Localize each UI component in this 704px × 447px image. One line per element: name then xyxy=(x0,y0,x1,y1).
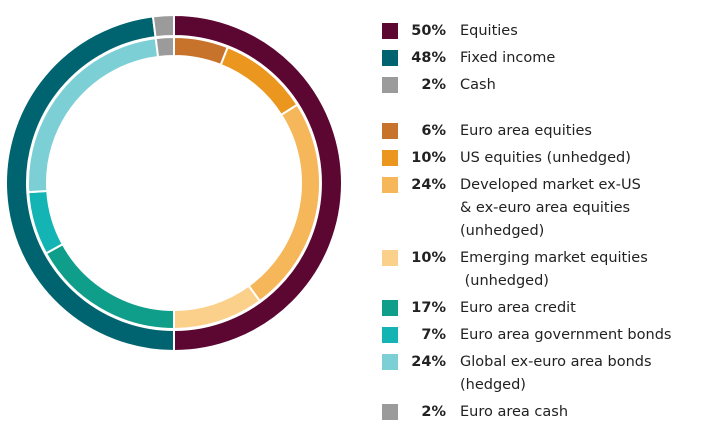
legend-swatch xyxy=(382,123,398,139)
legend-item: 48% Fixed income xyxy=(382,47,671,70)
legend-item: 24% Global ex-euro area bonds (hedged) xyxy=(382,351,671,397)
legend-value: 2% xyxy=(421,77,446,93)
legend-group: 50% Equities 48% Fixed income 2% Cash xyxy=(382,20,671,97)
legend-value: 10% xyxy=(411,250,446,266)
legend-label: Euro area cash xyxy=(460,404,569,420)
legend-label: Emerging market equities (unhedged) xyxy=(460,250,648,289)
donut-chart xyxy=(5,13,343,353)
legend-value: 17% xyxy=(411,300,446,316)
legend-label: Equities xyxy=(460,23,518,39)
legend-value: 24% xyxy=(411,177,446,193)
legend-item: 50% Equities xyxy=(382,20,671,43)
legend-label: Euro area credit xyxy=(460,300,576,316)
legend-value: 50% xyxy=(411,23,446,39)
legend: 50% Equities 48% Fixed income 2% Cash 6% Euro a… xyxy=(382,20,671,447)
legend-item: 6% Euro area equities xyxy=(382,120,671,143)
inner-segment xyxy=(154,35,175,59)
legend-swatch xyxy=(382,23,398,39)
legend-label: US equities (unhedged) xyxy=(460,150,631,166)
legend-item: 10% Emerging market equities (unhedged) xyxy=(382,247,671,293)
legend-value: 7% xyxy=(421,327,446,343)
legend-swatch xyxy=(382,404,398,420)
legend-label: Euro area equities xyxy=(460,123,592,139)
legend-item: 2% Euro area cash xyxy=(382,401,671,424)
legend-value: 24% xyxy=(411,354,446,370)
legend-item: 10% US equities (unhedged) xyxy=(382,147,671,170)
legend-value: 6% xyxy=(421,123,446,139)
legend-swatch xyxy=(382,77,398,93)
legend-value: 10% xyxy=(411,150,446,166)
legend-value: 48% xyxy=(411,50,446,66)
inner-segment xyxy=(27,37,160,194)
legend-swatch xyxy=(382,300,398,316)
legend-value: 2% xyxy=(421,404,446,420)
legend-swatch xyxy=(382,50,398,66)
legend-label: Fixed income xyxy=(460,50,556,66)
legend-swatch xyxy=(382,250,398,266)
legend-label: Global ex-euro area bonds (hedged) xyxy=(460,354,652,393)
legend-label: Euro area government bonds xyxy=(460,327,672,343)
legend-item: 24% Developed market ex-US & ex-euro area… xyxy=(382,174,671,243)
legend-label: Cash xyxy=(460,77,496,93)
legend-item: 17% Euro area credit xyxy=(382,297,671,320)
legend-swatch xyxy=(382,327,398,343)
legend-group: 6% Euro area equities 10% US equities (unhe… xyxy=(382,120,671,424)
outer-segment xyxy=(151,13,175,39)
legend-item: 2% Cash xyxy=(382,74,671,97)
legend-swatch xyxy=(382,150,398,166)
legend-swatch xyxy=(382,354,398,370)
legend-label: Developed market ex-US & ex-euro area eq… xyxy=(460,177,641,239)
legend-swatch xyxy=(382,177,398,193)
legend-item: 7% Euro area government bonds xyxy=(382,324,671,347)
page: 50% Equities 48% Fixed income 2% Cash 6% Euro a… xyxy=(5,13,672,420)
